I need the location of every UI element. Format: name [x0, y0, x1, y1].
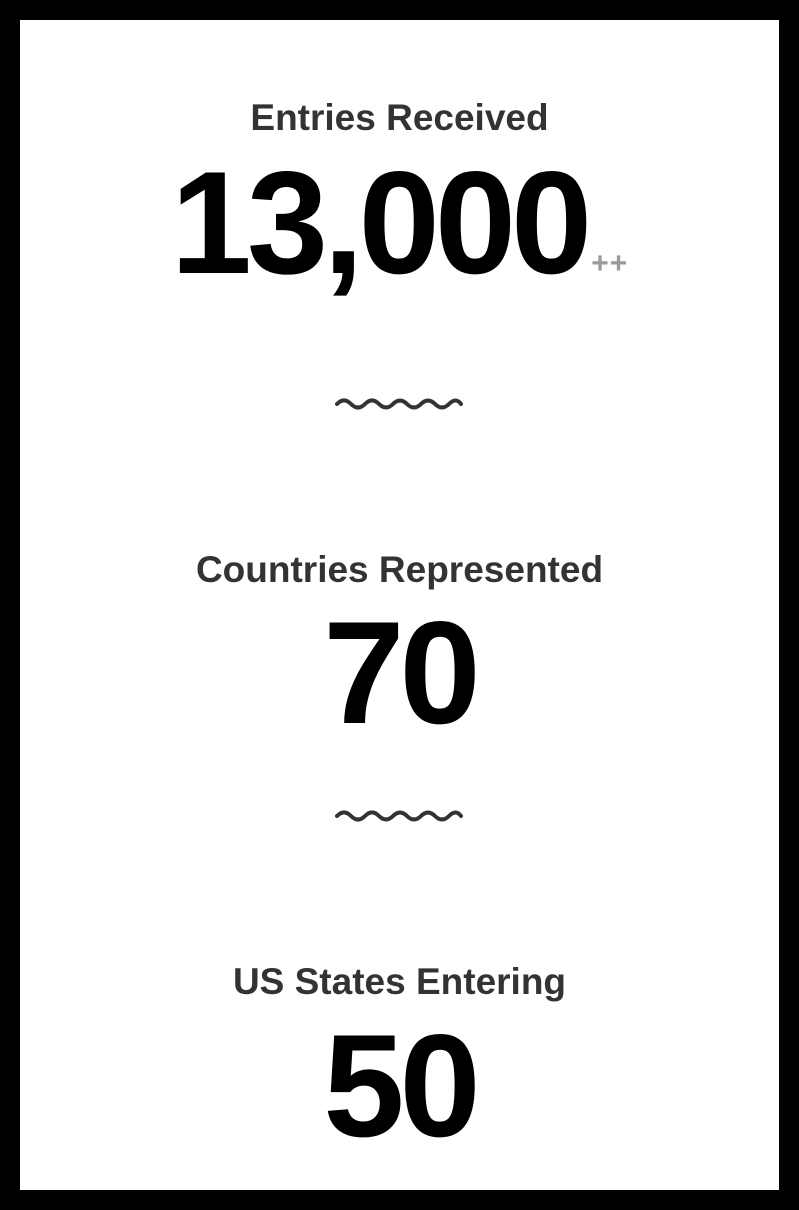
- stat-value-states: 50: [20, 1013, 779, 1159]
- wavy-divider-icon: [335, 810, 463, 822]
- wavy-divider-icon: [335, 398, 463, 410]
- stat-label-states: US States Entering: [232, 961, 567, 1002]
- stat-value-entries: 13,000 ++: [20, 150, 779, 296]
- stat-suffix-entries: ++: [591, 247, 629, 280]
- stat-number-states: 50: [323, 1004, 480, 1167]
- stat-value-countries: 70: [20, 600, 779, 746]
- stat-label-entries: Entries Received: [250, 97, 549, 138]
- stats-panel: Entries Received 13,000 ++ Countries Repr…: [20, 20, 779, 1190]
- stat-number-entries: 13,000: [170, 141, 593, 304]
- stat-number-countries: 70: [323, 591, 480, 754]
- stat-label-countries: Countries Represented: [195, 549, 604, 590]
